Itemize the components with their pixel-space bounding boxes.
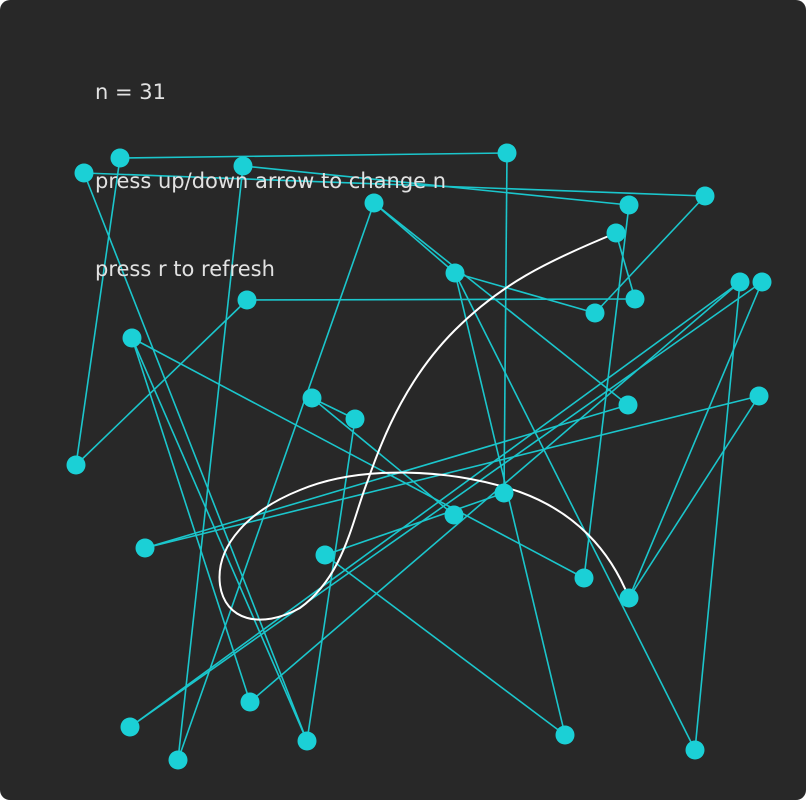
polygon-edge [119, 152, 508, 159]
polygon-edge [177, 165, 244, 761]
polygon-edge [144, 395, 760, 549]
polygon-node [233, 156, 253, 176]
polygon-edges [75, 152, 763, 761]
polygon-node [445, 263, 465, 283]
polygon-node [237, 290, 257, 310]
polygon-edge [129, 281, 763, 728]
polygon-edge [144, 404, 629, 549]
polygon-node [297, 731, 317, 751]
n-count-label: n = 31 [95, 80, 166, 104]
polygon-node [240, 692, 260, 712]
polygon-node [120, 717, 140, 737]
polygon-edge [454, 272, 566, 736]
polygon-edge [594, 195, 706, 314]
polygon-edge [246, 298, 636, 301]
polygon-node [497, 143, 517, 163]
polygon-edge [628, 395, 760, 599]
polygon-edge [83, 172, 706, 197]
polygon-node [619, 195, 639, 215]
polygon-node [122, 328, 142, 348]
polygon-edge [503, 152, 508, 494]
polygon-node [66, 455, 86, 475]
polygon-edge [615, 232, 636, 300]
arrow-instruction: press up/down arrow to change n [95, 168, 447, 193]
polygon-edge [628, 281, 763, 599]
polygon-node [302, 388, 322, 408]
smooth-curve [218, 232, 630, 621]
polygon-node [135, 538, 155, 558]
polygon-edge [131, 337, 308, 742]
polygon-node [606, 223, 626, 243]
polygon-node [74, 163, 94, 183]
polygon-edge [694, 281, 741, 751]
polygon-edge [373, 202, 629, 406]
polygon-node [730, 272, 750, 292]
polygon-edge [242, 165, 630, 206]
polygon-node [494, 483, 514, 503]
polygon-node [695, 186, 715, 206]
polygon-node [168, 750, 188, 770]
refresh-instruction: press r to refresh [95, 257, 275, 281]
polygon-edge [311, 397, 455, 516]
polygon-node [749, 386, 769, 406]
polygon-node [315, 545, 335, 565]
polygon-node [444, 505, 464, 525]
polygon-node [110, 148, 130, 168]
polygon-edge [75, 299, 248, 466]
polygon-edge [131, 337, 585, 579]
polygon-node [574, 568, 594, 588]
polygon-node [364, 193, 384, 213]
polygon-edge [454, 272, 696, 751]
polygon-edge [75, 157, 121, 466]
polygon-node [585, 303, 605, 323]
polygon-edge [131, 337, 251, 703]
polygon-node [685, 740, 705, 760]
polygon-edge [324, 554, 566, 736]
polygon-node [618, 395, 638, 415]
polygon-node [752, 272, 772, 292]
polygon-edge [83, 172, 308, 742]
polygon-node [619, 588, 639, 608]
info-panel: n = 31 press up/down arrow to change n p… [95, 19, 446, 344]
polygon-nodes [66, 143, 772, 770]
polygon-node [625, 289, 645, 309]
polygon-node [345, 409, 365, 429]
polygon-edge [324, 492, 505, 556]
polygon-edge [129, 281, 741, 728]
polygon-edge [454, 272, 596, 314]
polygon-node [555, 725, 575, 745]
